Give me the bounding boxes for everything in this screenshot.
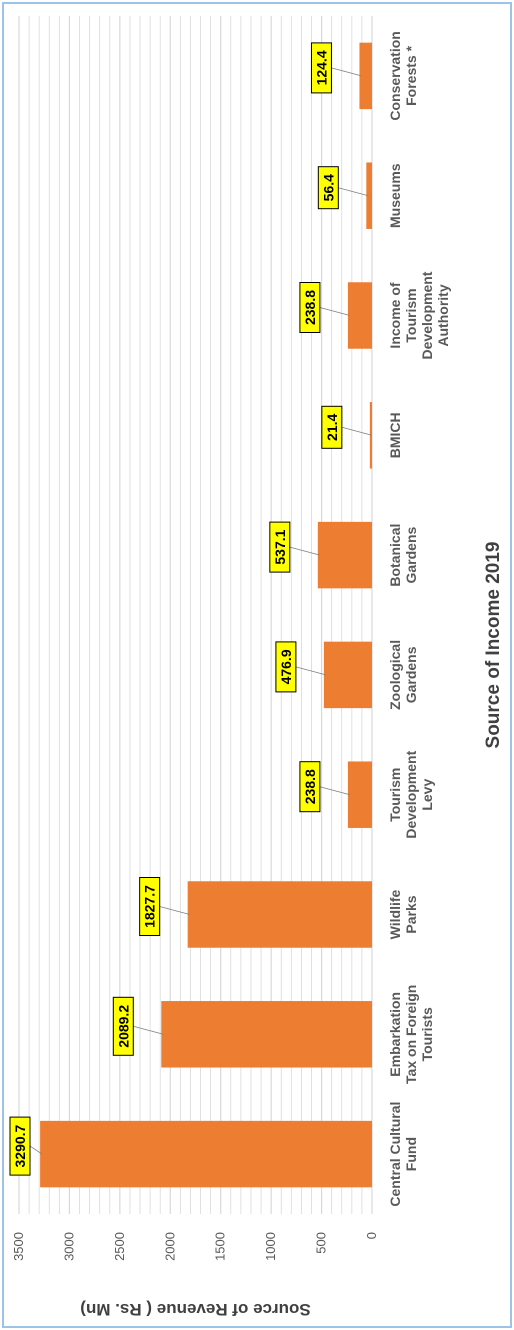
- data-label-box: [112, 996, 134, 1056]
- y-tick-label: 3000: [61, 1232, 76, 1261]
- data-label-box: [310, 42, 332, 94]
- bar: [317, 521, 372, 589]
- data-label-leader: [133, 1025, 164, 1035]
- bar: [40, 1120, 372, 1188]
- data-label-box: [317, 166, 339, 210]
- data-label-leader: [295, 666, 327, 676]
- data-label-box: [269, 521, 291, 573]
- category-label: Central CulturalFund: [387, 1102, 419, 1207]
- data-label-leader: [331, 67, 362, 77]
- y-axis-title: Source of Revenue ( Rs. Mn): [80, 1300, 310, 1319]
- category-label: Income ofTourismDevelopmentAuthority: [387, 271, 451, 359]
- data-label: 1827.7: [142, 885, 158, 928]
- data-label-leader: [159, 906, 190, 915]
- bar: [366, 162, 372, 229]
- bar: [359, 42, 372, 110]
- data-label-box: [139, 877, 161, 936]
- y-tick-label: 2500: [112, 1232, 127, 1261]
- data-label: 238.8: [302, 290, 318, 325]
- data-label: 56.4: [320, 174, 336, 201]
- data-label: 2089.2: [115, 1005, 131, 1048]
- category-label: TourismDevelopmentLevy: [387, 750, 435, 838]
- data-label-box: [9, 1116, 31, 1176]
- bar: [347, 282, 372, 349]
- data-label-leader: [341, 426, 372, 436]
- data-label-leader: [319, 786, 351, 796]
- category-label: BMICH: [387, 412, 403, 458]
- y-tick-label: 3500: [11, 1232, 26, 1261]
- category-label: ConservationForests *: [387, 31, 419, 120]
- data-label-box: [321, 405, 343, 449]
- data-label-leader: [319, 307, 351, 316]
- bar: [187, 881, 372, 948]
- data-label-box: [299, 761, 321, 813]
- data-label-leader: [289, 546, 320, 556]
- y-tick-label: 1500: [213, 1232, 228, 1261]
- category-label: Museums: [387, 163, 403, 228]
- data-label-leader: [29, 1145, 43, 1155]
- data-label-leader: [338, 187, 369, 197]
- data-label: 21.4: [324, 413, 340, 440]
- category-label: BotanicalGardens: [387, 524, 419, 587]
- data-label-box: [299, 282, 321, 333]
- y-tick-label: 2000: [162, 1232, 177, 1261]
- bar-chart: 0 500 1000 1500 2000 2500 3000 3500 3290.7 Centra…: [9, 16, 504, 1319]
- data-label: 124.4: [313, 50, 329, 85]
- y-tick-label: 0: [364, 1232, 379, 1239]
- category-label: WildlifeParks: [387, 889, 419, 939]
- bar: [161, 1001, 372, 1068]
- category-label: ZoologicalGardens: [387, 640, 419, 710]
- y-tick-label: 1000: [263, 1232, 278, 1261]
- data-label-box: [275, 641, 297, 693]
- data-label: 238.8: [302, 769, 318, 804]
- data-label: 3290.7: [12, 1124, 28, 1167]
- bar: [323, 641, 372, 709]
- chart-title: Source of Income 2019: [483, 542, 504, 749]
- y-tick-label: 500: [314, 1232, 329, 1254]
- bar: [347, 761, 372, 828]
- data-label: 476.9: [278, 649, 294, 684]
- category-label: EmbarkationTax on ForeignTourists: [387, 985, 435, 1084]
- data-label: 537.1: [272, 529, 288, 564]
